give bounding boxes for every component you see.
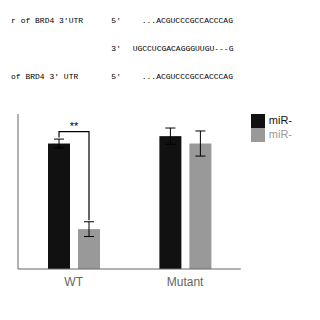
html-text:...ACGUCCCGCCACCCAG: ...ACGUCCCGCCACCCAG xyxy=(141,72,233,81)
svg-text:WT: WT xyxy=(64,275,83,289)
html-text:UGCCUCGACAGGGUUGU---G: UGCCUCGACAGGGUUGU---G xyxy=(132,44,234,53)
html-text:miR-: miR- xyxy=(268,128,292,141)
html-text:5': 5' xyxy=(111,16,121,25)
html-text:...ACGUCCCGCCACCCAG: ...ACGUCCCGCCACCCAG xyxy=(141,16,233,25)
html-text:r of BRD4 3'UTR: r of BRD4 3'UTR xyxy=(11,16,83,25)
html-text:miR-: miR- xyxy=(268,114,292,126)
html-text:5': 5' xyxy=(111,72,121,81)
html-text:of BRD4 3' UTR: of BRD4 3' UTR xyxy=(11,72,79,81)
html-text:3': 3' xyxy=(111,44,121,53)
svg-text:Mutant: Mutant xyxy=(167,275,204,289)
svg-text:**: ** xyxy=(70,120,79,132)
